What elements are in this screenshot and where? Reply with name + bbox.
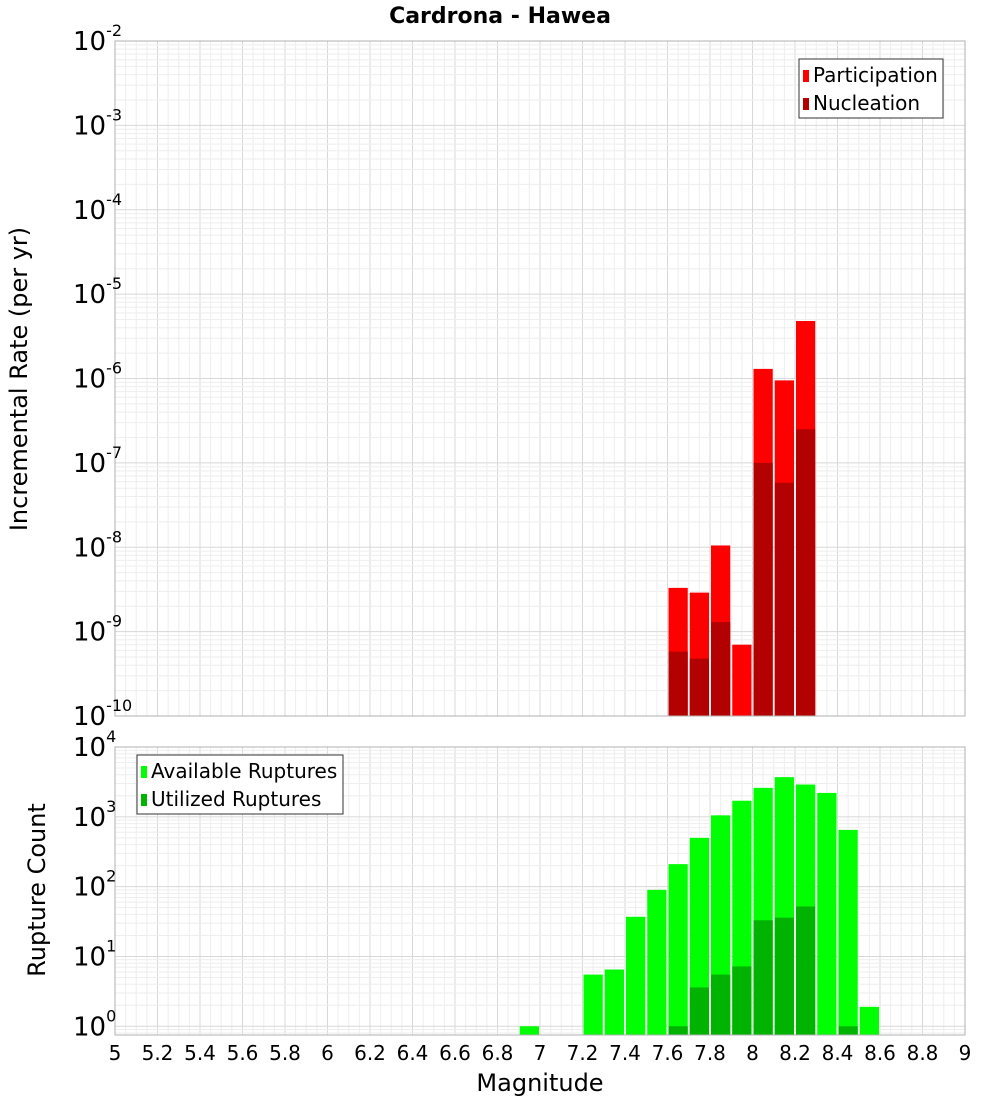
bar-utilized-ruptures [796,906,816,1035]
bar-nucleation [711,622,731,716]
y-tick-label: 10-4 [73,190,122,226]
x-tick-label: 8 [746,1041,759,1065]
bar-available-ruptures [647,889,667,1035]
x-tick-label: 7.6 [652,1041,684,1065]
y-tick-label: 103 [73,797,116,833]
x-tick-label: 6.2 [354,1041,386,1065]
bar-nucleation [774,482,794,716]
x-tick-label: 6 [321,1041,334,1065]
legend-swatch-nucleation [803,98,809,110]
chart-title: Cardrona - Hawea [389,4,611,29]
x-tick-label: 5.8 [269,1041,301,1065]
x-tick-label: 8.6 [864,1041,896,1065]
legend-label: Utilized Ruptures [151,787,321,811]
x-tick-label: 5 [109,1041,122,1065]
bar-available-ruptures [668,864,688,1035]
y-tick-label: 10-2 [73,21,122,57]
bar-utilized-ruptures [668,1026,688,1035]
y-tick-label: 10-5 [73,274,122,310]
x-tick-label: 5.4 [184,1041,216,1065]
x-tick-label: 9 [959,1041,972,1065]
y-tick-label: 10-9 [73,612,122,648]
x-tick-label: 7 [534,1041,547,1065]
bar-nucleation [753,462,773,716]
bar-available-ruptures [519,1026,539,1035]
bottom-y-axis-label: Rupture Count [23,803,51,977]
y-tick-label: 10-10 [73,696,132,732]
x-tick-label: 8.2 [779,1041,811,1065]
bar-available-ruptures [604,969,624,1035]
y-tick-label: 10-7 [73,443,122,479]
bar-available-ruptures [859,1006,879,1035]
y-tick-label: 10-6 [73,359,122,395]
x-tick-label: 6.6 [439,1041,471,1065]
bar-utilized-ruptures [838,1026,858,1035]
plot-frame [114,746,966,1036]
legend-swatch-participation [803,70,809,82]
bar-utilized-ruptures [711,974,731,1035]
bar-utilized-ruptures [774,917,794,1035]
y-tick-label: 101 [73,936,116,972]
bar-available-ruptures [626,916,646,1035]
x-tick-label: 5.6 [227,1041,259,1065]
y-tick-label: 100 [73,1006,116,1042]
legend-label: Available Ruptures [151,759,337,783]
bar-utilized-ruptures [753,920,773,1035]
x-tick-label: 7.4 [609,1041,641,1065]
bar-participation [732,644,752,716]
y-tick-label: 10-3 [73,105,122,141]
bar-available-ruptures [583,974,603,1035]
panel-count: 104 103 102 101 100 Available Ruptures Utilize… [73,727,966,1042]
x-tick-label: 8.8 [907,1041,939,1065]
bar-nucleation [668,651,688,716]
bar-utilized-ruptures [732,966,752,1035]
legend-box [798,58,944,119]
legend-label: Participation [813,63,938,87]
x-axis-label: Magnitude [476,1069,603,1097]
x-tick-label: 8.4 [822,1041,854,1065]
y-tick-label: 104 [73,727,116,763]
x-tick-label: 5.2 [142,1041,174,1065]
x-tick-label: 6.4 [397,1041,429,1065]
plot-frame [114,40,966,717]
legend-label: Nucleation [813,91,920,115]
panel-rate: 10-2 10-3 10-4 10-5 10-6 10-7 10-8 10-9 10-10 Par… [73,21,966,732]
bar-utilized-ruptures [689,987,709,1035]
top-y-axis-label: Incremental Rate (per yr) [5,227,33,531]
y-tick-label: 102 [73,867,116,903]
bar-nucleation [796,429,816,716]
bar-available-ruptures [817,792,837,1035]
y-tick-label: 10-8 [73,527,122,563]
bar-available-ruptures [689,837,709,1035]
bar-nucleation [689,658,709,716]
legend-swatch-utilized-ruptures [141,794,147,806]
legend-box [136,754,344,815]
x-tick-label: 6.8 [482,1041,514,1065]
x-tick-label: 7.8 [694,1041,726,1065]
x-tick-label: 7.2 [567,1041,599,1065]
legend-swatch-available-ruptures [141,766,147,778]
bar-available-ruptures [838,829,858,1035]
